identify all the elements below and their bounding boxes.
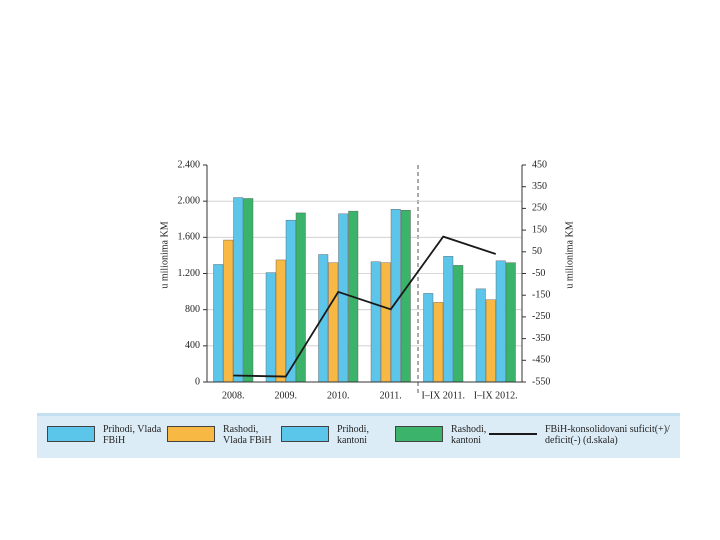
bar: [390, 209, 401, 383]
legend-swatch: [395, 426, 443, 442]
y2-tick-label: -350: [532, 333, 550, 344]
legend-swatch: [281, 426, 329, 442]
bar: [243, 198, 254, 383]
y2-tick-label: -450: [532, 355, 550, 366]
x-tick-label: I–IX 2011.: [421, 390, 465, 401]
x-tick-label: 2010.: [327, 390, 350, 401]
bar: [443, 256, 454, 383]
legend: Prihodi, Vlada FBiH Rashodi, Vlada FBiH Pr…: [37, 413, 680, 458]
bar: [400, 210, 411, 383]
y2-tick-label: 450: [532, 159, 547, 170]
legend-label: FBiH-konsolidovani suficit(+)/ deficit(-…: [545, 424, 670, 446]
legend-item: FBiH-konsolidovani suficit(+)/ deficit(-…: [489, 424, 705, 446]
y2-tick-label: 250: [532, 203, 547, 214]
y2-tick-label: 150: [532, 224, 547, 235]
bar: [285, 219, 296, 383]
y-tick-label: 800: [185, 304, 200, 315]
bar: [233, 197, 244, 383]
bar: [453, 265, 464, 383]
y-tick-label: 0: [195, 376, 200, 387]
y2-tick-label: -550: [532, 376, 550, 387]
y2-tick-label: 350: [532, 181, 547, 192]
y2-tick-label: -250: [532, 311, 550, 322]
line-series: [233, 235, 497, 378]
y-tick-label: 400: [185, 340, 200, 351]
x-tick-label: 2008.: [222, 390, 245, 401]
y-tick-label: 1.600: [178, 232, 201, 243]
bar: [485, 299, 496, 383]
bar: [370, 261, 381, 383]
legend-label: Rashodi, Vlada FBiH: [223, 424, 272, 446]
y-tick-label: 2.400: [178, 159, 201, 170]
legend-swatch: [489, 433, 537, 435]
legend-item: Rashodi, Vlada FBiH: [167, 424, 283, 446]
y-axis-label: u milionima KM: [159, 221, 170, 288]
legend-label: Rashodi, kantoni: [451, 424, 487, 446]
y-tick-label: 2.000: [178, 195, 201, 206]
bar: [265, 272, 276, 383]
x-tick-label: I–IX 2012.: [474, 390, 518, 401]
bar: [213, 264, 224, 383]
y2-tick-label: -50: [532, 268, 545, 279]
bar: [318, 254, 329, 383]
y2-tick-label: 50: [532, 246, 542, 257]
y-tick-label: 1.200: [178, 268, 201, 279]
bar: [423, 293, 434, 383]
bar: [328, 262, 339, 383]
legend-item: Prihodi, kantoni: [281, 424, 397, 446]
bar: [338, 213, 349, 383]
x-tick-label: 2009.: [275, 390, 298, 401]
legend-swatch: [167, 426, 215, 442]
bar: [380, 262, 391, 383]
x-tick-label: 2011.: [380, 390, 402, 401]
legend-label: Prihodi, Vlada FBiH: [103, 424, 162, 446]
legend-item: Rashodi, kantoni: [395, 424, 511, 446]
legend-item: Prihodi, Vlada FBiH: [47, 424, 163, 446]
bar: [495, 260, 506, 383]
bar: [433, 302, 444, 383]
bar: [475, 288, 486, 383]
bar: [275, 259, 286, 383]
bar: [505, 262, 516, 383]
legend-swatch: [47, 426, 95, 442]
y2-axis-label: u milionima KM: [564, 221, 575, 288]
bar: [223, 239, 234, 383]
legend-label: Prihodi, kantoni: [337, 424, 369, 446]
y2-tick-label: -150: [532, 289, 550, 300]
